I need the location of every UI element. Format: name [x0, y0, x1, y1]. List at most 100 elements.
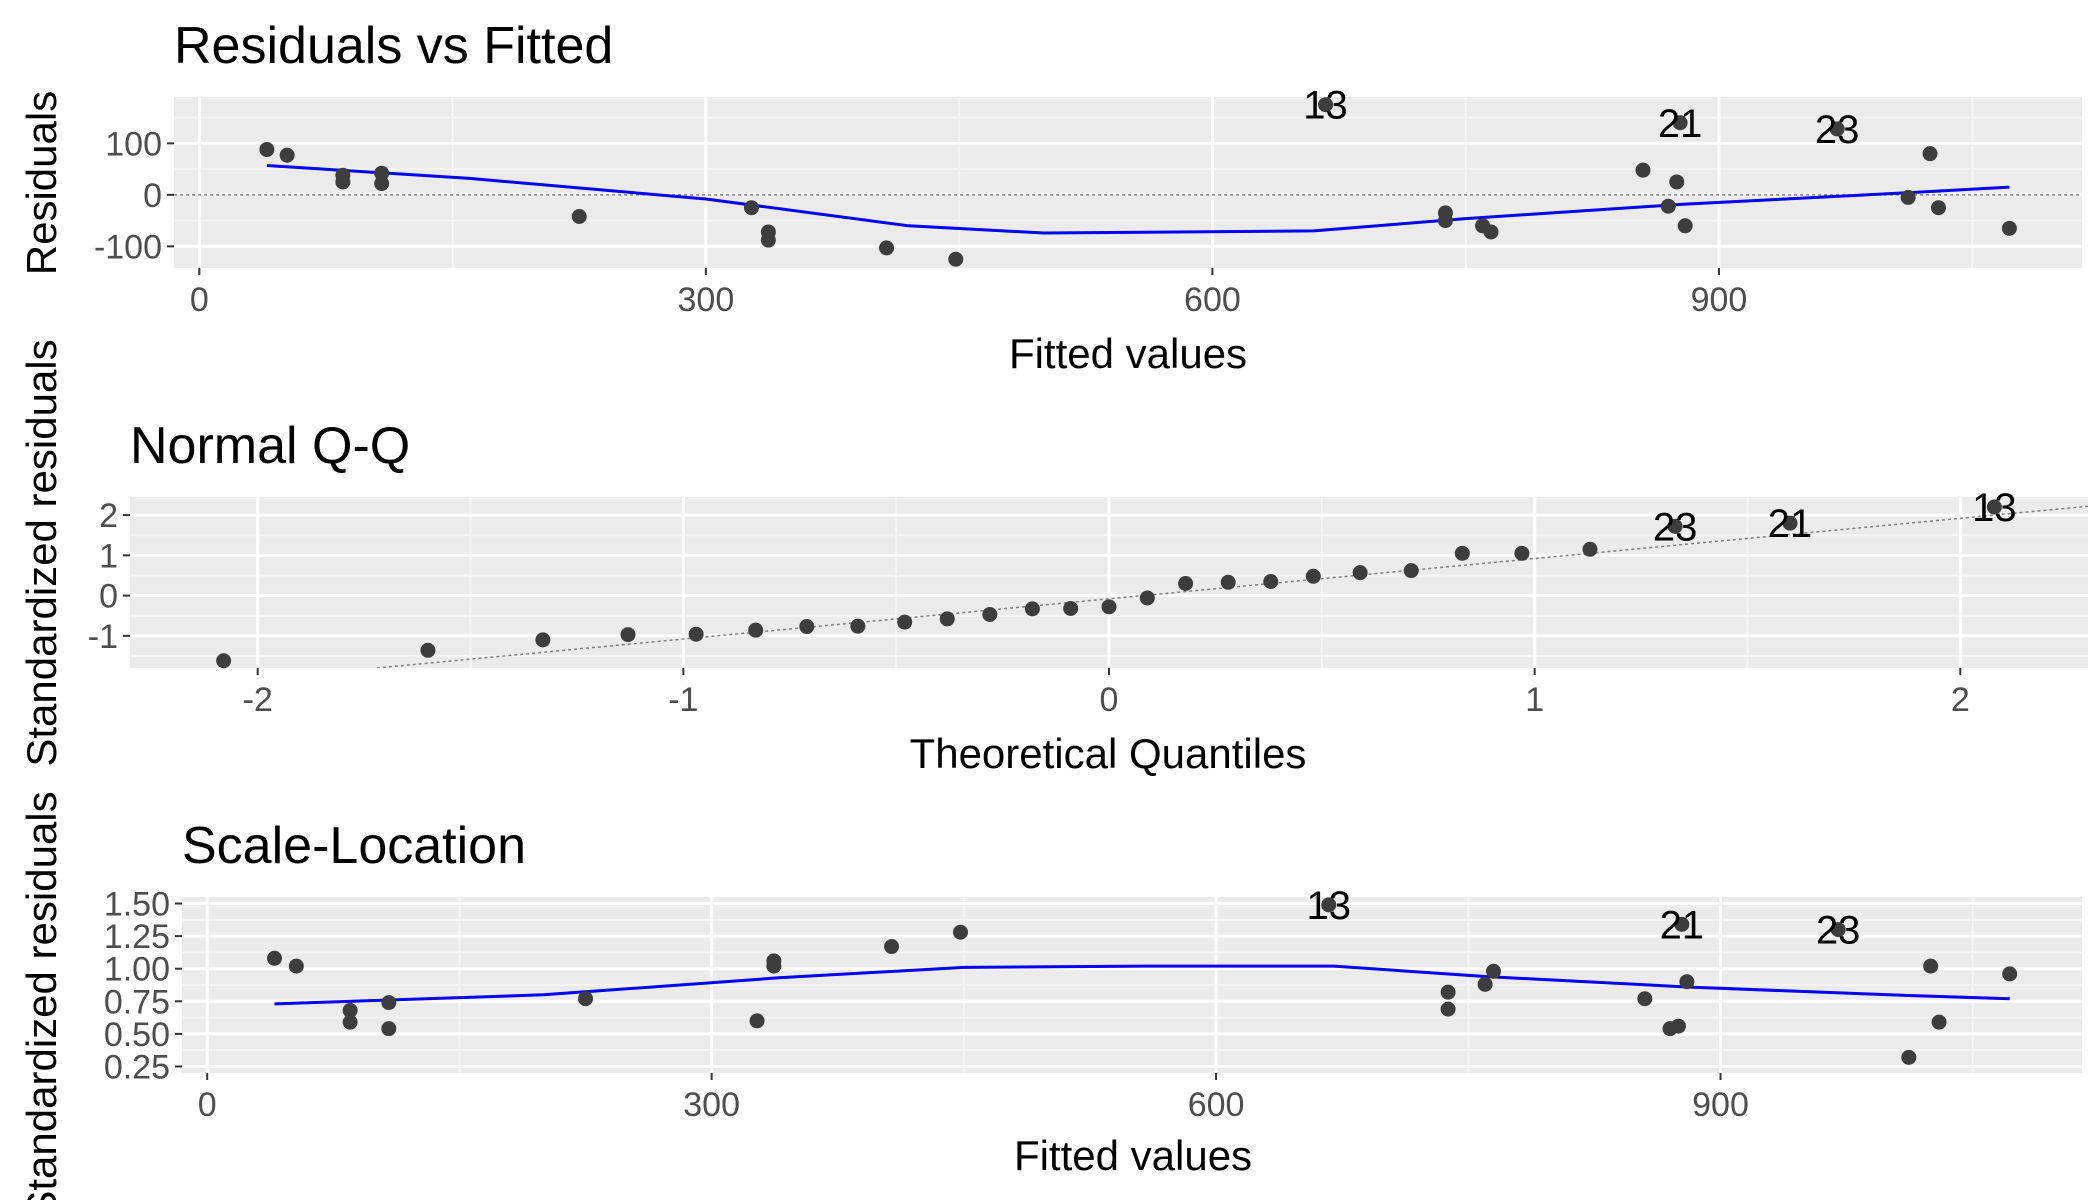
chart-title: Residuals vs Fitted: [174, 17, 613, 75]
data-point: [1220, 574, 1236, 590]
data-point: [749, 1013, 765, 1029]
x-axis-title: Fitted values: [1009, 330, 1247, 377]
x-tick-label: -1: [668, 681, 698, 719]
x-axis-title: Theoretical Quantiles: [910, 730, 1307, 777]
smooth-line: [266, 164, 2010, 235]
point-label: 21: [1658, 102, 1703, 146]
data-point: [1923, 958, 1939, 974]
points-layer: [216, 499, 2002, 669]
y-tick-label: 1.00: [104, 951, 170, 989]
data-point: [1922, 146, 1938, 162]
data-point: [342, 1002, 358, 1018]
panel-background: [174, 97, 2082, 268]
data-point: [279, 147, 295, 163]
data-point: [266, 950, 282, 966]
data-point: [620, 627, 636, 643]
residuals-vs-fitted-panel: Residuals vs Fitted 13 21 23 0 300 600 900 -10…: [18, 17, 2082, 377]
data-point: [1930, 200, 1946, 216]
data-point: [216, 653, 232, 669]
grid: [130, 497, 2088, 668]
data-point: [948, 251, 964, 267]
data-point: [1674, 916, 1690, 932]
smooth-line-layer: [274, 964, 2010, 1006]
x-tick-label: 0: [198, 1086, 217, 1124]
chart-title: Normal Q-Q: [130, 417, 410, 475]
data-point: [342, 1014, 358, 1030]
point-labels-layer: 13 21 23: [1303, 84, 1859, 152]
point-label: 23: [1653, 505, 1698, 549]
data-point: [1514, 545, 1530, 561]
data-point: [1679, 974, 1695, 990]
data-point: [1352, 565, 1368, 581]
smooth-line-layer: [266, 164, 2010, 235]
points-layer: [259, 97, 2017, 267]
data-point: [1178, 576, 1194, 592]
point-labels-layer: 13 21 23: [1306, 884, 1860, 953]
scale-location-panel: Scale-Location 13 21 23 0 300 600 900 0.250.50…: [18, 791, 2082, 1200]
data-point: [374, 165, 390, 181]
data-point: [1483, 224, 1499, 240]
y-tick-label: 100: [105, 125, 162, 163]
grid: [182, 897, 2082, 1073]
data-point: [1900, 189, 1916, 205]
data-point: [1669, 174, 1685, 190]
x-tick-label: 900: [1692, 1086, 1749, 1124]
data-point: [1782, 515, 1798, 531]
data-point: [850, 618, 866, 634]
data-point: [1486, 963, 1502, 979]
y-axis-title: Standardized residuals: [18, 339, 65, 766]
data-point: [1101, 599, 1117, 615]
y-tick-label: -1: [88, 618, 118, 656]
data-point: [259, 142, 275, 158]
data-point: [743, 200, 759, 216]
point-label: 13: [1972, 486, 2017, 530]
data-point: [897, 614, 913, 630]
data-point: [1454, 545, 1470, 561]
data-point: [1667, 518, 1683, 534]
data-point: [2002, 966, 2018, 982]
data-point: [381, 1021, 397, 1037]
data-point: [1063, 600, 1079, 616]
point-label: 13: [1306, 884, 1351, 928]
y-tick-label: 0: [99, 578, 118, 616]
points-layer: [266, 897, 2018, 1065]
data-point: [1660, 198, 1676, 214]
data-point: [1901, 1049, 1917, 1065]
data-point: [1830, 922, 1846, 938]
x-tick-label: 0: [190, 281, 209, 319]
data-point: [1829, 121, 1845, 137]
data-point: [571, 208, 587, 224]
data-point: [688, 626, 704, 642]
data-point: [1582, 541, 1598, 557]
data-point: [879, 240, 895, 256]
data-point: [939, 611, 955, 627]
data-point: [748, 622, 764, 638]
data-point: [884, 939, 900, 955]
y-axis-title: Residuals: [18, 91, 65, 275]
data-point: [1139, 590, 1155, 606]
x-tick-label: 900: [1691, 281, 1748, 319]
data-point: [1931, 1014, 1947, 1030]
data-point: [1024, 601, 1040, 617]
x-tick-label: -2: [243, 681, 273, 719]
data-point: [1635, 162, 1651, 178]
data-point: [288, 958, 304, 974]
data-point: [952, 924, 968, 940]
data-point: [1670, 1018, 1686, 1034]
x-axis-title: Fitted values: [1014, 1132, 1252, 1179]
data-point: [1318, 97, 1334, 113]
data-point: [760, 232, 776, 248]
data-point: [2001, 220, 2017, 236]
data-point: [1263, 573, 1279, 589]
y-tick-label: 1: [99, 537, 118, 575]
y-tick-label: 1.50: [104, 886, 170, 924]
data-point: [1440, 1001, 1456, 1017]
data-point: [578, 991, 594, 1007]
y-tick-label: 1.25: [104, 918, 170, 956]
data-point: [374, 176, 390, 192]
x-tick-label: 600: [1188, 1086, 1245, 1124]
x-tick-label: 300: [678, 281, 735, 319]
